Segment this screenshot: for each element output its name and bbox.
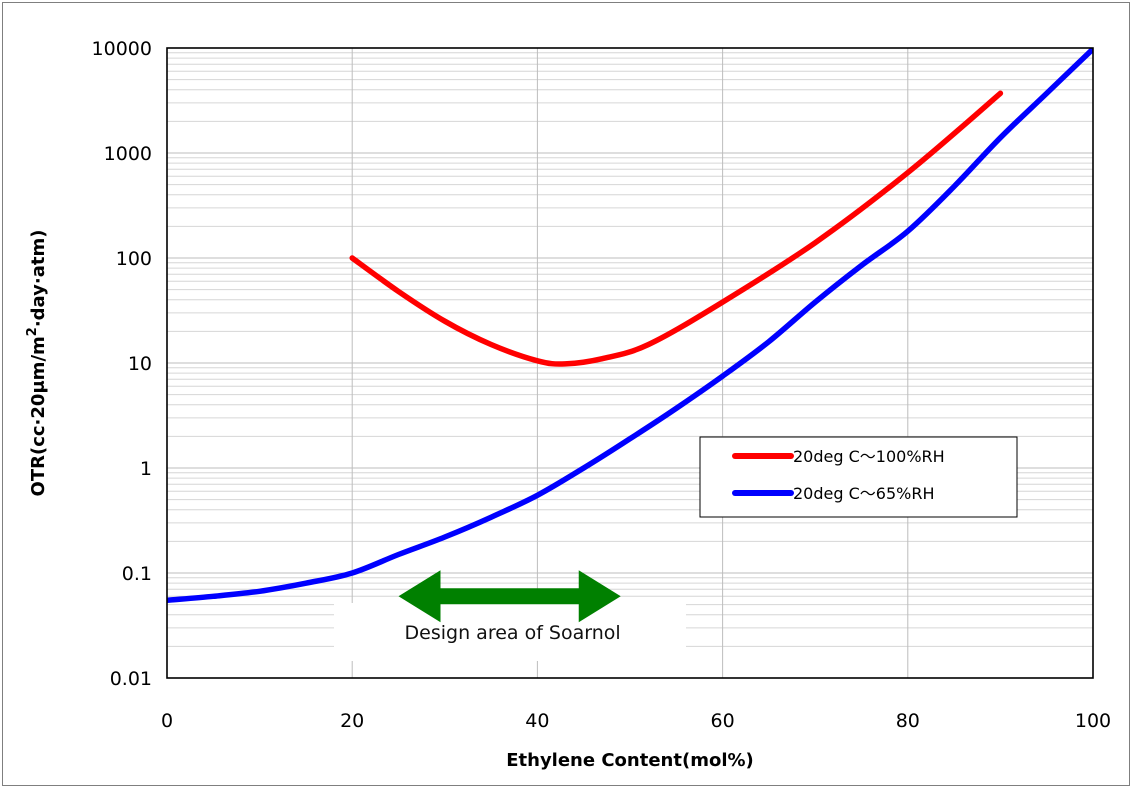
x-tick-label: 100	[1075, 710, 1111, 732]
legend-box	[699, 436, 1018, 518]
legend-label-100rh: 20deg C〜100%RH	[793, 447, 945, 466]
y-tick-label: 1000	[104, 143, 152, 165]
design-area-annotation: Design area of Soarnol	[334, 570, 686, 661]
y-axis-title: OTR(cc·20μm/m2·day·atm)	[25, 230, 49, 497]
annotation-box	[334, 603, 686, 661]
y-tick-label: 0.1	[122, 563, 152, 585]
y-tick-label: 1	[140, 458, 152, 480]
double-arrow-icon	[398, 570, 621, 623]
x-tick-labels: 0 20 40 60 80 100	[161, 710, 1111, 732]
y-axis-title-part1: OTR(cc·20μm/m	[28, 336, 49, 496]
legend-label-65rh: 20deg C〜65%RH	[793, 484, 935, 503]
x-tick-label: 60	[711, 710, 735, 732]
series-line-0	[349, 90, 1004, 367]
y-tick-label: 100	[116, 248, 152, 270]
x-tick-label: 80	[896, 710, 920, 732]
plot-border	[166, 47, 1094, 679]
y-axis-title-superscript: 2	[25, 327, 40, 336]
y-tick-label: 10	[128, 353, 152, 375]
x-axis-title: Ethylene Content(mol%)	[506, 750, 754, 771]
series-lines	[167, 48, 1093, 604]
x-tick-label: 20	[340, 710, 364, 732]
y-tick-label: 10000	[92, 38, 152, 60]
y-tick-label: 0.01	[110, 668, 152, 690]
x-tick-label: 40	[525, 710, 549, 732]
y-tick-labels: 0.01 0.1 1 10 100 1000 10000	[92, 38, 152, 690]
annotation-label: Design area of Soarnol	[405, 622, 621, 644]
legend: 20deg C〜100%RH 20deg C〜65%RH	[699, 436, 1018, 518]
x-tick-label: 0	[161, 710, 173, 732]
y-axis-title-part2: ·day·atm)	[28, 230, 49, 328]
series-line-1	[167, 48, 1093, 604]
